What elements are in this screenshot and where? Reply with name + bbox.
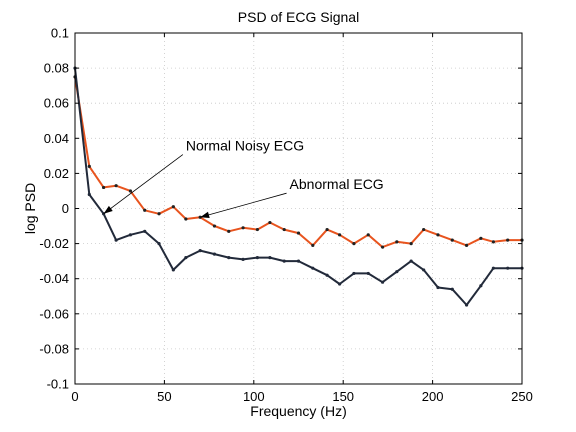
data-point [198,249,202,253]
data-point [114,184,118,188]
data-point [143,229,147,233]
data-point [352,242,356,246]
data-point [380,245,385,249]
data-point [380,280,385,284]
ticks: 0 50 100 150 200 250 -0.1 -0.08 -0.06 -0.04 -0.02 0… [39,26,532,405]
data-point [282,227,286,232]
y-tick-label: 0.08 [44,61,69,76]
annotation-arrow [200,192,287,218]
annotation-arrowhead [200,211,210,218]
y-tick-label: -0.04 [39,271,69,286]
series-line-1 [74,76,522,249]
data-point [491,266,495,270]
y-tick-label: -0.02 [39,236,69,251]
chart-title: PSD of ECG Signal [238,9,359,25]
data-point [366,271,370,276]
data-point [157,242,161,246]
data-point [395,240,399,244]
y-tick-label: -0.06 [39,306,69,321]
series-layer [73,66,524,307]
data-point [227,229,231,233]
data-point [296,259,301,263]
data-point [395,270,399,274]
data-point [436,285,440,290]
x-tick-label: 200 [422,389,444,404]
data-point [450,287,454,291]
plot-frame [74,32,523,385]
data-point [464,243,469,247]
annotation-label: Normal Noisy ECG [186,138,304,154]
data-point [366,233,370,237]
data-point [171,268,175,272]
x-tick-label: 100 [243,389,265,404]
data-point [479,236,483,240]
data-point [171,205,175,209]
data-point [422,227,426,232]
data-point [409,259,413,263]
y-tick-label: -0.1 [47,377,69,392]
data-point [102,185,106,190]
y-axis-title: log PSD [22,183,38,234]
data-point [450,238,454,242]
data-point [212,224,217,228]
x-axis-title: Frequency (Hz) [250,403,346,419]
data-point [409,242,413,246]
data-point [87,192,91,197]
data-point [436,233,440,237]
data-point [227,256,231,260]
y-tick-label: 0.06 [44,96,69,111]
y-tick-label: 0 [62,201,69,216]
data-point [241,257,245,261]
data-point [338,233,342,237]
data-point [255,227,259,232]
data-point [268,256,272,260]
data-point [352,271,356,276]
data-point [241,226,245,230]
annotation-arrowhead [103,205,113,214]
x-tick-label: 150 [332,389,354,404]
data-point [143,208,147,212]
data-point [464,303,469,307]
y-tick-label: -0.08 [39,341,69,356]
annotation-label: Abnormal ECG [290,176,384,192]
data-point [296,231,301,235]
data-point [325,227,329,232]
annotations: Normal Noisy ECG Abnormal ECG [103,138,384,218]
data-point [311,243,315,247]
data-point [184,217,188,221]
y-tick-label: 0.1 [51,26,69,41]
data-point [157,212,161,216]
data-point [311,266,315,270]
data-point [422,268,426,272]
data-point [491,240,495,244]
data-point [506,266,510,270]
data-point [338,282,342,286]
y-tick-label: 0.02 [44,166,69,181]
data-point [268,220,272,225]
data-point [114,238,118,242]
data-point [506,238,510,242]
annotation-arrow [103,154,184,215]
data-point [325,273,329,277]
x-tick-label: 250 [511,389,533,404]
x-tick-label: 0 [71,389,78,404]
data-point [479,284,483,288]
y-tick-label: 0.04 [44,131,69,146]
x-tick-label: 50 [157,389,171,404]
data-point [128,189,133,193]
data-point [128,233,133,237]
data-point [282,259,286,263]
data-point [255,256,259,260]
grid [74,32,523,385]
data-point [212,252,217,256]
data-point [87,164,91,168]
data-point [184,256,188,260]
